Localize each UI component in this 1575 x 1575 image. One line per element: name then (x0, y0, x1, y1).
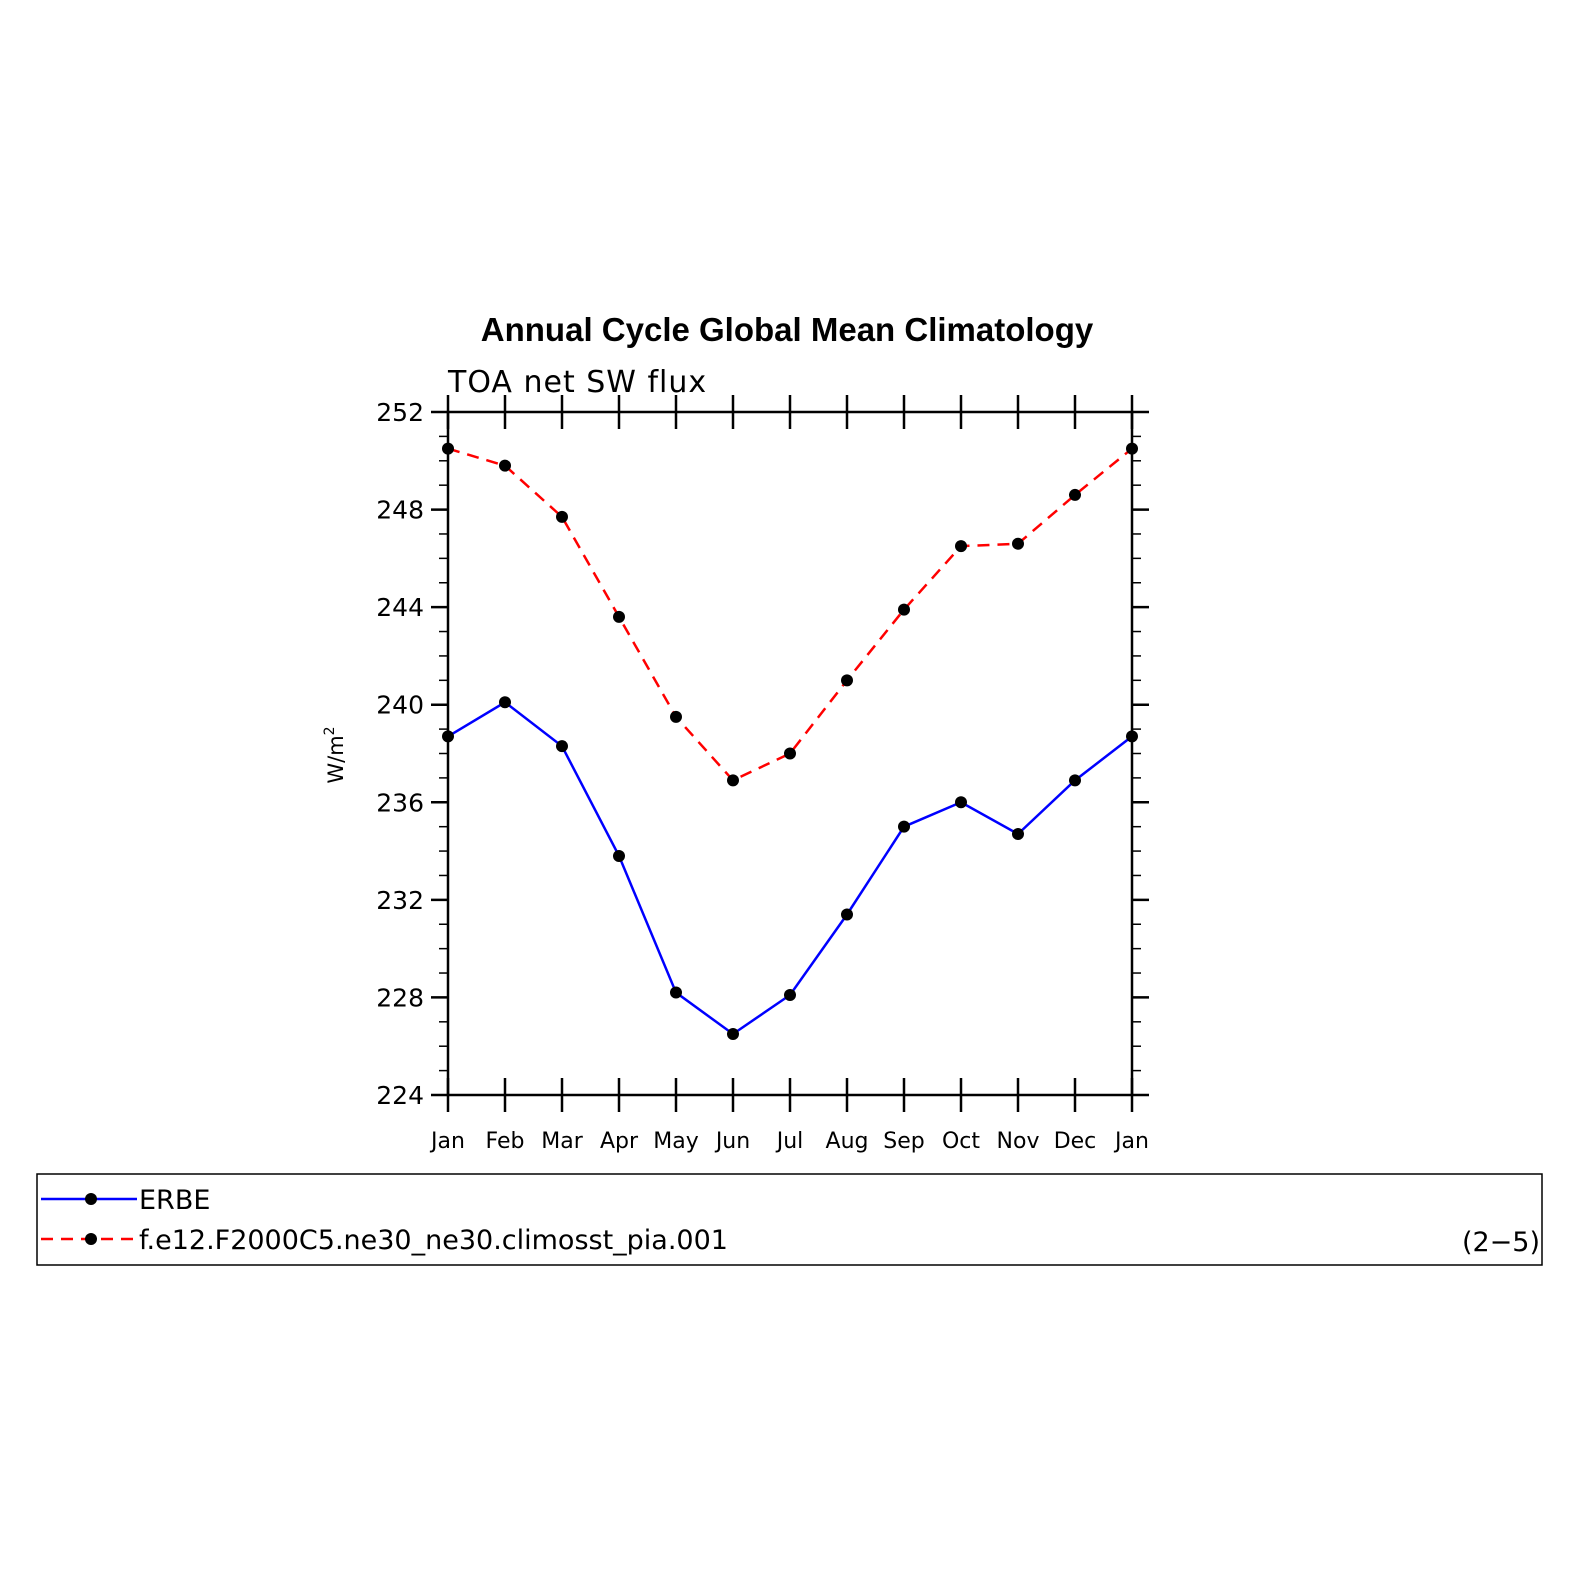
series-2-point (499, 459, 511, 472)
x-tick-label: Jan (429, 1129, 465, 1154)
series-2-point (1126, 442, 1138, 455)
x-tick-label: Mar (541, 1129, 583, 1154)
x-tick-label: Aug (826, 1129, 869, 1154)
y-axis-label-sup: 2 (322, 726, 338, 735)
y-axis-ticks: 224 228 232 236 240 244 248 252 (376, 398, 1149, 1110)
series-1-point (1126, 730, 1138, 743)
legend-marker-1 (85, 1193, 97, 1205)
series-1-point (1012, 827, 1024, 840)
series-line-2 (447, 447, 1133, 782)
series-1-point (442, 730, 454, 743)
series-2-point (556, 510, 568, 523)
y-axis-label-base: W/m (324, 735, 348, 783)
series-1-point (670, 986, 682, 999)
series-1-point (556, 740, 568, 753)
series-1-point (898, 820, 910, 833)
chart-subtitle: TOA net SW flux (447, 365, 707, 400)
series-2-point (955, 540, 967, 553)
series-2-point (784, 747, 796, 760)
legend: ERBE f.e12.F2000C5.ne30_ne30.climosst_pia… (36, 1173, 1543, 1266)
y-tick-label: 252 (376, 398, 424, 427)
series-2-point (1069, 488, 1081, 501)
series-1-point (727, 1028, 739, 1041)
x-tick-label: Jan (1113, 1129, 1149, 1154)
x-tick-label: Nov (997, 1129, 1040, 1154)
series-1-point (1069, 774, 1081, 787)
y-tick-label: 248 (376, 496, 424, 525)
legend-frame (36, 1173, 1543, 1266)
chart-title: Annual Cycle Global Mean Climatology (481, 311, 1094, 348)
series-1-point (613, 849, 625, 862)
series-2-point (841, 674, 853, 687)
series-2-point (442, 442, 454, 455)
series-2-point (613, 610, 625, 623)
series-2-point (1012, 537, 1024, 550)
x-axis-ticks: Jan Feb Mar Apr May Jun Jul Aug Sep Oct Nov Dec Jan (429, 395, 1149, 1154)
y-axis-label: W/m2 (322, 726, 348, 783)
series-1-point (784, 988, 796, 1001)
x-tick-label: Jul (775, 1129, 804, 1154)
legend-label-2: f.e12.F2000C5.ne30_ne30.climosst_pia.001 (139, 1225, 728, 1256)
x-tick-label: Apr (600, 1129, 639, 1154)
y-tick-label: 236 (376, 788, 424, 817)
x-tick-label: Jun (714, 1129, 750, 1154)
x-tick-label: Dec (1054, 1129, 1097, 1154)
series-1-point (841, 908, 853, 921)
plot-area: 224 228 232 236 240 244 248 252 Jan Feb Mar Apr May… (376, 395, 1149, 1154)
y-tick-label: 228 (376, 983, 424, 1012)
series-1-point (955, 796, 967, 809)
y-tick-label: 224 (376, 1081, 424, 1110)
x-tick-label: Oct (942, 1129, 980, 1154)
series-2-point (670, 710, 682, 723)
series-2-point (898, 603, 910, 616)
legend-entries: ERBE f.e12.F2000C5.ne30_ne30.climosst_pia… (41, 1185, 728, 1256)
y-tick-label: 232 (376, 886, 424, 915)
legend-marker-2 (85, 1233, 97, 1245)
x-tick-label: Sep (883, 1129, 924, 1154)
series-layer (442, 442, 1138, 1041)
panel-label: (2−5) (1462, 1227, 1540, 1258)
y-tick-label: 244 (376, 593, 424, 622)
legend-label-1: ERBE (139, 1185, 210, 1216)
x-tick-label: May (653, 1129, 698, 1154)
series-2-point (727, 774, 739, 787)
y-tick-label: 240 (376, 691, 424, 720)
series-1-point (499, 696, 511, 709)
x-tick-label: Feb (486, 1129, 525, 1154)
